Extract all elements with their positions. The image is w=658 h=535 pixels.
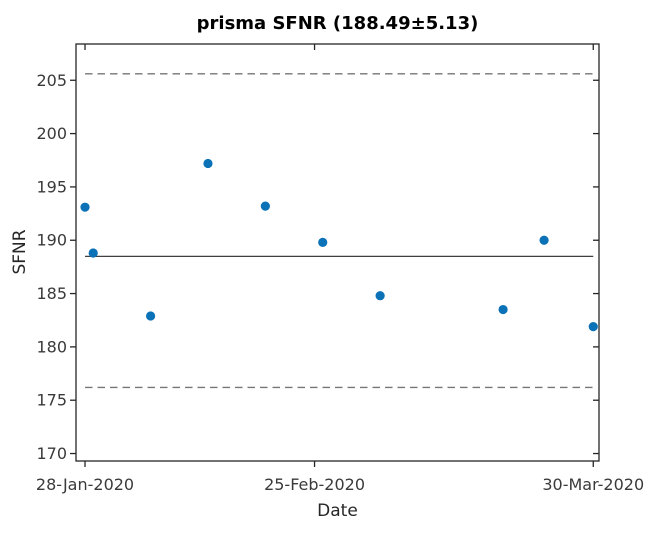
y-tick-label: 205 bbox=[36, 71, 67, 90]
data-point bbox=[145, 311, 156, 321]
data-point bbox=[203, 158, 213, 169]
y-tick-label: 190 bbox=[36, 231, 67, 250]
x-axis-label: Date bbox=[317, 501, 358, 521]
y-tick-label: 170 bbox=[36, 444, 67, 463]
x-tick-label: 30-Mar-2020 bbox=[542, 475, 644, 494]
y-tick-label: 200 bbox=[36, 124, 67, 143]
chart-title: prisma SFNR (188.49±5.13) bbox=[196, 13, 479, 34]
data-point bbox=[375, 291, 385, 301]
data-point bbox=[588, 322, 598, 332]
data-point bbox=[539, 235, 549, 245]
data-point bbox=[318, 237, 328, 247]
y-tick-label: 180 bbox=[36, 337, 67, 356]
data-point bbox=[88, 248, 98, 258]
plot-border bbox=[75, 43, 600, 462]
x-tick-label: 25-Feb-2020 bbox=[264, 475, 365, 494]
x-tick-label: 28-Jan-2020 bbox=[36, 475, 134, 494]
y-tick-label: 185 bbox=[36, 284, 67, 303]
data-point bbox=[260, 201, 270, 211]
y-tick-label: 195 bbox=[36, 177, 67, 196]
y-tick-label: 175 bbox=[36, 391, 67, 410]
data-point bbox=[80, 202, 90, 212]
data-point bbox=[498, 304, 508, 315]
